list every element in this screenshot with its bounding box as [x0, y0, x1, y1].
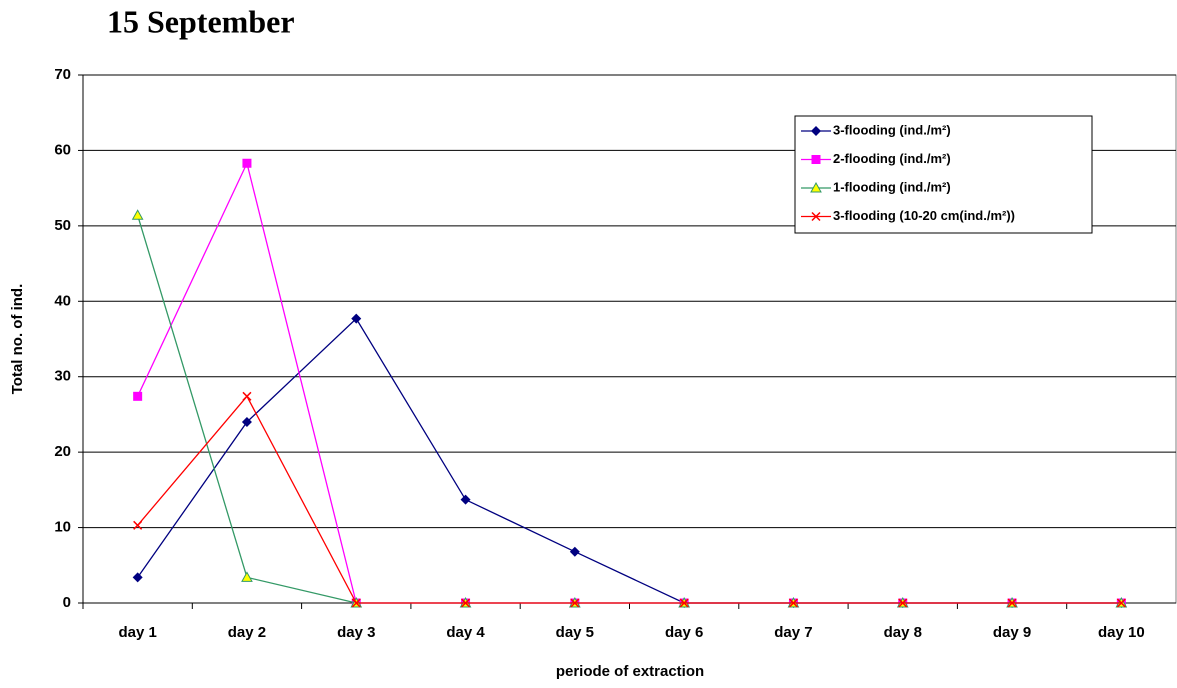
marker — [460, 494, 471, 505]
x-tick-label: day 6 — [665, 624, 703, 641]
y-tick-label: 0 — [63, 594, 71, 611]
marker — [898, 598, 908, 608]
marker — [351, 598, 361, 608]
marker — [788, 598, 798, 608]
marker — [811, 155, 821, 164]
x-tick-label: day 4 — [446, 624, 485, 641]
y-tick-label: 70 — [54, 66, 71, 83]
chart-title: 15 September — [107, 3, 295, 39]
marker — [569, 546, 580, 557]
legend-box — [794, 115, 1093, 234]
marker — [241, 416, 252, 427]
line — [137, 215, 1122, 604]
x-tick-label: day 5 — [556, 624, 594, 641]
marker — [132, 572, 143, 583]
x-tick-label: day 2 — [228, 624, 266, 641]
x-tick-label: day 10 — [1098, 624, 1145, 641]
marker — [241, 571, 253, 582]
y-axis-title: Total no. of ind. — [9, 284, 26, 395]
marker — [133, 391, 143, 401]
legend-label: 1-flooding (ind./m²) — [833, 179, 951, 194]
line — [137, 395, 1122, 604]
legend-label: 2-flooding (ind./m²) — [833, 151, 951, 166]
x-tick-label: day 8 — [884, 624, 922, 641]
y-tick-label: 20 — [54, 443, 71, 460]
marker — [133, 520, 143, 530]
x-tick-label: day 3 — [337, 624, 375, 641]
marker — [810, 181, 822, 193]
marker — [351, 313, 362, 324]
marker — [131, 209, 144, 220]
legend-label: 3-flooding (ind./m²) — [833, 122, 951, 137]
y-tick-label: 50 — [54, 217, 71, 234]
x-axis-title: periode of extraction — [556, 663, 704, 680]
legend-label: 3-flooding (10-20 cm(ind./m²)) — [833, 208, 1015, 223]
marker — [679, 598, 689, 608]
marker — [1007, 598, 1017, 608]
marker — [811, 211, 821, 222]
y-tick-label: 30 — [54, 368, 71, 385]
y-tick-label: 60 — [54, 141, 71, 158]
marker — [242, 391, 252, 401]
y-tick-label: 40 — [54, 292, 71, 309]
line — [137, 317, 1122, 604]
marker — [242, 158, 252, 168]
marker — [461, 598, 471, 608]
x-tick-label: day 1 — [118, 624, 156, 641]
marker — [811, 126, 821, 136]
y-tick-label: 10 — [54, 519, 71, 536]
marker — [1116, 598, 1126, 608]
x-tick-label: day 7 — [774, 624, 812, 641]
marker — [570, 598, 580, 608]
x-tick-label: day 9 — [993, 624, 1031, 641]
